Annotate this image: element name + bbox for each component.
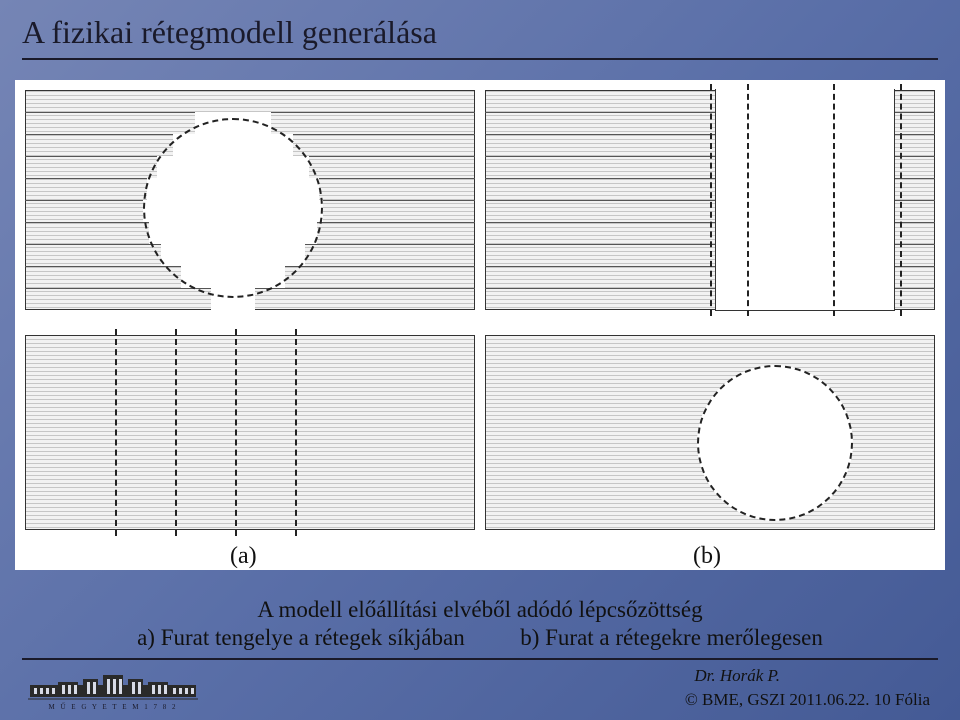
figure-area: (a) (b) [15, 80, 945, 570]
author-credit: Dr. Horák P. [694, 666, 780, 686]
bme-logo: M Ű E G Y E T E M 1 7 8 2 [28, 668, 198, 712]
panel-b [485, 90, 935, 310]
caption-line2: a) Furat tengelye a rétegek síkjában b) … [0, 625, 960, 651]
footer-divider [22, 658, 938, 660]
copyright-line: © BME, GSZI 2011.06.22. 10 Fólia [685, 690, 930, 710]
title-divider [22, 58, 938, 60]
logo-text: M Ű E G Y E T E M 1 7 8 2 [49, 703, 178, 711]
panel-c [25, 335, 475, 530]
label-b: (b) [693, 543, 721, 570]
page-title: A fizikai rétegmodell generálása [22, 14, 437, 51]
caption-b: b) Furat a rétegekre merőlegesen [520, 625, 823, 650]
caption-line1: A modell előállítási elvéből adódó lépcs… [0, 597, 960, 623]
label-a: (a) [230, 543, 257, 570]
caption-a: a) Furat tengelye a rétegek síkjában [137, 625, 465, 650]
panel-d [485, 335, 935, 530]
panel-a [25, 90, 475, 310]
